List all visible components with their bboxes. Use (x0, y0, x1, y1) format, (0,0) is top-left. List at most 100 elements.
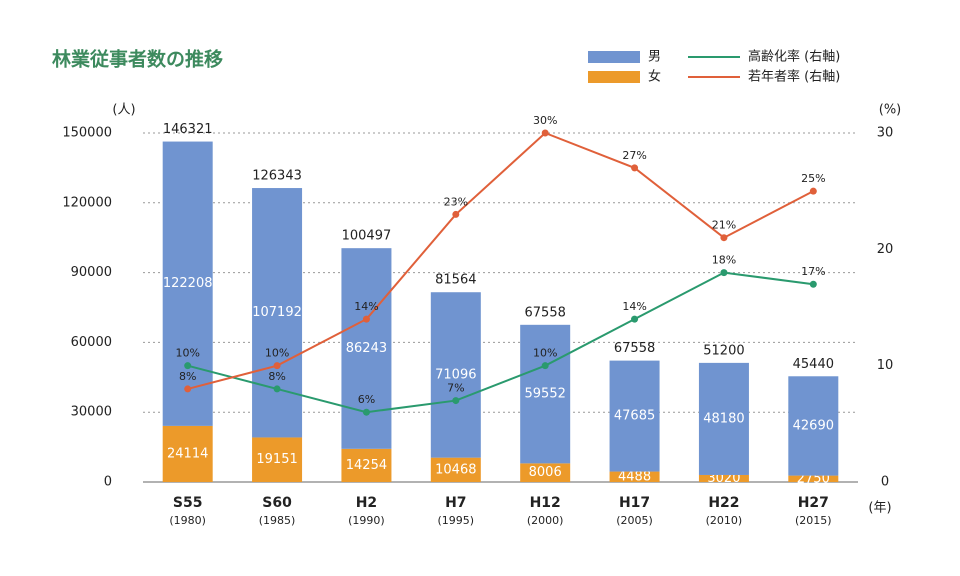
bar-segment (341, 448, 392, 482)
bar-segment (609, 360, 660, 472)
x-unit: (年) (868, 501, 891, 516)
total-label: 51200 (703, 343, 744, 358)
point-label: 25% (801, 172, 825, 185)
x-tick-sublabel: (2015) (795, 514, 832, 527)
point-label: 10% (175, 347, 199, 360)
legend-swatch (588, 71, 640, 83)
bar-label: 59552 (525, 387, 566, 402)
point (541, 129, 549, 137)
point (631, 315, 639, 323)
point (809, 280, 817, 288)
point (273, 385, 281, 393)
point (631, 164, 639, 172)
bar-label: 86243 (346, 341, 387, 356)
y-unit: (人) (112, 103, 135, 118)
y-tick-label: 0 (104, 475, 112, 490)
bar-label: 42690 (793, 418, 834, 433)
point-label: 23% (444, 195, 468, 208)
total-label: 126343 (252, 169, 302, 184)
bar-segment (698, 362, 749, 475)
line (187, 271, 814, 414)
legend-label: 高齢化率 (右軸) (748, 49, 840, 65)
x-tick-sublabel: (1985) (259, 514, 296, 527)
point (452, 397, 460, 405)
bar-label: 8006 (529, 465, 562, 480)
point-label: 8% (268, 370, 285, 383)
bar-label: 122208 (163, 276, 213, 291)
total-label: 45440 (793, 357, 834, 372)
point-label: 27% (622, 149, 646, 162)
x-tick-label: H22 (708, 495, 739, 511)
x-tick-sublabel: (1995) (438, 514, 475, 527)
bar-label: 19151 (256, 452, 297, 467)
y-tick-label: 120000 (62, 195, 112, 210)
chart-title: 林業従事者数の推移 (52, 48, 223, 71)
point-label: 21% (712, 219, 736, 232)
point (362, 408, 370, 416)
x-tick-label: H17 (619, 495, 650, 511)
bar-segment (788, 376, 839, 476)
point-label: 10% (533, 347, 557, 360)
x-tick-sublabel: (1990) (348, 514, 385, 527)
y2-tick-label: 10 (877, 358, 894, 373)
bar-label: 14254 (346, 458, 387, 473)
point (541, 362, 549, 370)
x-tick-sublabel: (2005) (616, 514, 653, 527)
legend-swatch (588, 51, 640, 63)
y2-tick-label: 20 (877, 242, 894, 257)
bar-label: 47685 (614, 409, 655, 424)
point (809, 187, 817, 195)
point (362, 315, 370, 323)
point (273, 362, 281, 370)
legend-label: 女 (648, 69, 661, 85)
point (720, 269, 728, 277)
bar-label: 10468 (435, 462, 476, 477)
bar-label: 71096 (435, 367, 476, 382)
point-label: 14% (622, 300, 646, 313)
x-tick-sublabel: (2000) (527, 514, 564, 527)
y-tick-label: 30000 (71, 405, 112, 420)
bar-label: 4488 (618, 469, 651, 484)
point-label: 30% (533, 114, 557, 127)
x-tick-label: H2 (356, 495, 377, 511)
bar-segment (430, 457, 481, 482)
total-label: 146321 (163, 122, 213, 137)
y-tick-label: 60000 (71, 335, 112, 350)
y-tick-label: 150000 (62, 126, 112, 141)
point (184, 362, 192, 370)
point-label: 18% (712, 254, 736, 267)
bar-segment (520, 463, 571, 482)
x-tick-label: S55 (173, 495, 203, 511)
point-label: 8% (179, 370, 196, 383)
x-tick-sublabel: (1980) (169, 514, 206, 527)
x-tick-sublabel: (2010) (706, 514, 743, 527)
bar-segment (698, 474, 749, 482)
bar-segment (520, 324, 571, 464)
bar-segment (252, 188, 303, 438)
bar-segment (252, 437, 303, 482)
total-label: 67558 (525, 305, 566, 320)
x-tick-label: H12 (530, 495, 561, 511)
total-label: 81564 (435, 273, 476, 288)
bar-segment (162, 141, 213, 426)
line (187, 131, 814, 390)
point (720, 234, 728, 242)
point-label: 17% (801, 265, 825, 278)
point-label: 6% (358, 393, 375, 406)
total-label: 67558 (614, 341, 655, 356)
total-label: 100497 (342, 229, 392, 244)
y2-unit: (%) (879, 103, 902, 118)
bar-label: 48180 (703, 411, 744, 426)
bar-segment (788, 475, 839, 482)
bar-segment (609, 471, 660, 482)
x-tick-label: H27 (798, 495, 829, 511)
y2-tick-label: 0 (881, 475, 889, 490)
point (184, 385, 192, 393)
y2-tick-label: 30 (877, 126, 894, 141)
point-label: 7% (447, 382, 464, 395)
point-label: 10% (265, 347, 289, 360)
bar-label: 107192 (252, 305, 302, 320)
x-tick-label: H7 (445, 495, 466, 511)
legend-label: 男 (648, 50, 661, 65)
